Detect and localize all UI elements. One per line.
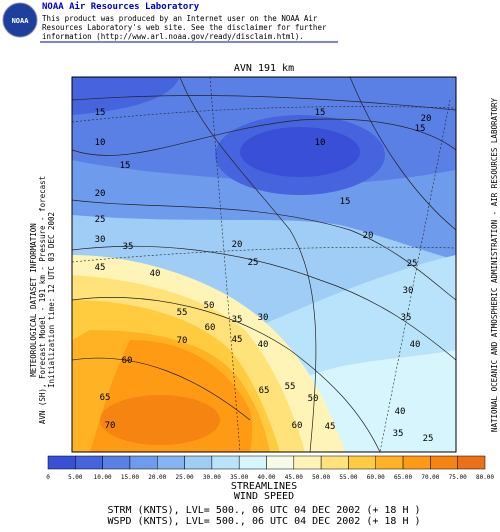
side-text: NATIONAL OCEANIC AND ATMOSPHERIC ADMINIS… [490, 97, 499, 432]
contour-label: 25 [407, 259, 418, 269]
colorbar-swatch [375, 455, 404, 470]
colorbar-swatch [47, 455, 76, 470]
colorbar-label: 30.00 [203, 474, 221, 481]
colorbar-swatch [348, 455, 376, 470]
colorbar-swatch [320, 455, 349, 470]
contour-label: 20 [421, 114, 432, 124]
contour-label: 40 [258, 340, 269, 350]
colorbar-label: 60.00 [367, 474, 385, 481]
colorbar-label: 55.00 [339, 474, 357, 481]
contour-label: 25 [423, 434, 434, 444]
colorbar-swatch [211, 455, 240, 470]
contour-label: 15 [315, 108, 326, 118]
colorbar-swatch [457, 455, 486, 470]
header-line: Resources Laboratory's web site. See the… [42, 23, 327, 32]
contour-label: 45 [325, 422, 336, 432]
contour-label: 15 [95, 108, 106, 118]
footer-line: STREAMLINES [231, 481, 297, 492]
side-text: METEOROLOGICAL DATASET INFORMATION [29, 223, 38, 377]
colorbar-label: 45.00 [285, 474, 303, 481]
colorbar-swatch [75, 455, 103, 470]
colorbar-label: 50.00 [312, 474, 330, 481]
colorbar-label: 35.00 [230, 474, 248, 481]
contour-label: 45 [95, 263, 106, 273]
contour-label: 30 [403, 286, 414, 296]
contour-label: 65 [259, 386, 270, 396]
contour-label: 60 [292, 421, 303, 431]
contour-label: 50 [204, 301, 215, 311]
footer-line: WIND SPEED [234, 491, 294, 502]
contour-label: 25 [248, 258, 259, 268]
contour-label: 20 [95, 189, 106, 199]
contour-label: 35 [401, 313, 412, 323]
header-line: information (http://www.arl.noaa.gov/rea… [42, 32, 304, 41]
map-title: AVN 191 km [234, 63, 294, 74]
contour-label: 15 [415, 124, 426, 134]
colorbar-label: 5.00 [68, 474, 83, 481]
logo-text: NOAA [12, 17, 30, 25]
contour-label: 15 [340, 197, 351, 207]
contour-label: 55 [177, 308, 188, 318]
contour-label: 10 [95, 138, 106, 148]
contour-label: 35 [123, 242, 134, 252]
side-text: AVN (SH), Forecast Model - 191 km - Pres… [38, 176, 47, 424]
side-text: Initialization time: 12 UTC 03 DEC 2002 [47, 212, 56, 388]
colorbar-swatch [157, 455, 185, 470]
contour-label: 40 [410, 340, 421, 350]
contour-label: 30 [258, 313, 269, 323]
colorbar-label: 40.00 [257, 474, 275, 481]
field [72, 77, 456, 452]
colorbar-label: 75.00 [449, 474, 467, 481]
contour-label: 40 [150, 269, 161, 279]
contour-label: 25 [95, 215, 106, 225]
colorbar-label: 15.00 [121, 474, 139, 481]
colorbar-swatch [402, 455, 431, 470]
colorbar-label: 20.00 [148, 474, 166, 481]
contour-label: 50 [308, 394, 319, 404]
contour-label: 35 [232, 315, 243, 325]
colorbar-swatch [129, 455, 158, 470]
contour-label: 35 [393, 429, 404, 439]
header-line: This product was produced by an Internet… [42, 14, 318, 23]
contour-label: 45 [232, 335, 243, 345]
contour-label: 20 [363, 231, 374, 241]
colorbar-swatch [293, 455, 322, 470]
colorbar-swatch [266, 455, 295, 470]
contour-label: 40 [395, 407, 406, 417]
contour-label: 60 [205, 323, 216, 333]
contour-label: 30 [95, 235, 106, 245]
contour-label: 65 [100, 393, 111, 403]
colorbar-label: 10.00 [94, 474, 112, 481]
contour-label: 20 [232, 240, 243, 250]
colorbar-label: 0 [46, 474, 50, 481]
colorbar-label: 25.00 [176, 474, 194, 481]
contour-label: 15 [120, 161, 131, 171]
colorbar-label: 65.00 [394, 474, 412, 481]
footer-line: STRM (KNTS), LVL= 500., 06 UTC 04 DEC 20… [107, 505, 420, 516]
contour-label: 70 [177, 336, 188, 346]
colorbar-swatch [238, 455, 267, 470]
colorbar-swatch [430, 455, 458, 470]
colorbar-swatch [102, 455, 131, 470]
plot-frame [71, 76, 457, 453]
header-title: NOAA Air Resources Laboratory [42, 1, 200, 12]
colorbar-label: 70.00 [421, 474, 439, 481]
colorbar-swatch [184, 455, 213, 470]
footer-line: WSPD (KNTS), LVL= 500., 06 UTC 04 DEC 20… [107, 516, 420, 527]
contour-label: 10 [315, 138, 326, 148]
contour-label: 55 [285, 382, 296, 392]
contour-label: 60 [122, 356, 133, 366]
colorbar-label: 80.00 [476, 474, 494, 481]
contour-label: 70 [105, 421, 116, 431]
logo [2, 2, 38, 38]
